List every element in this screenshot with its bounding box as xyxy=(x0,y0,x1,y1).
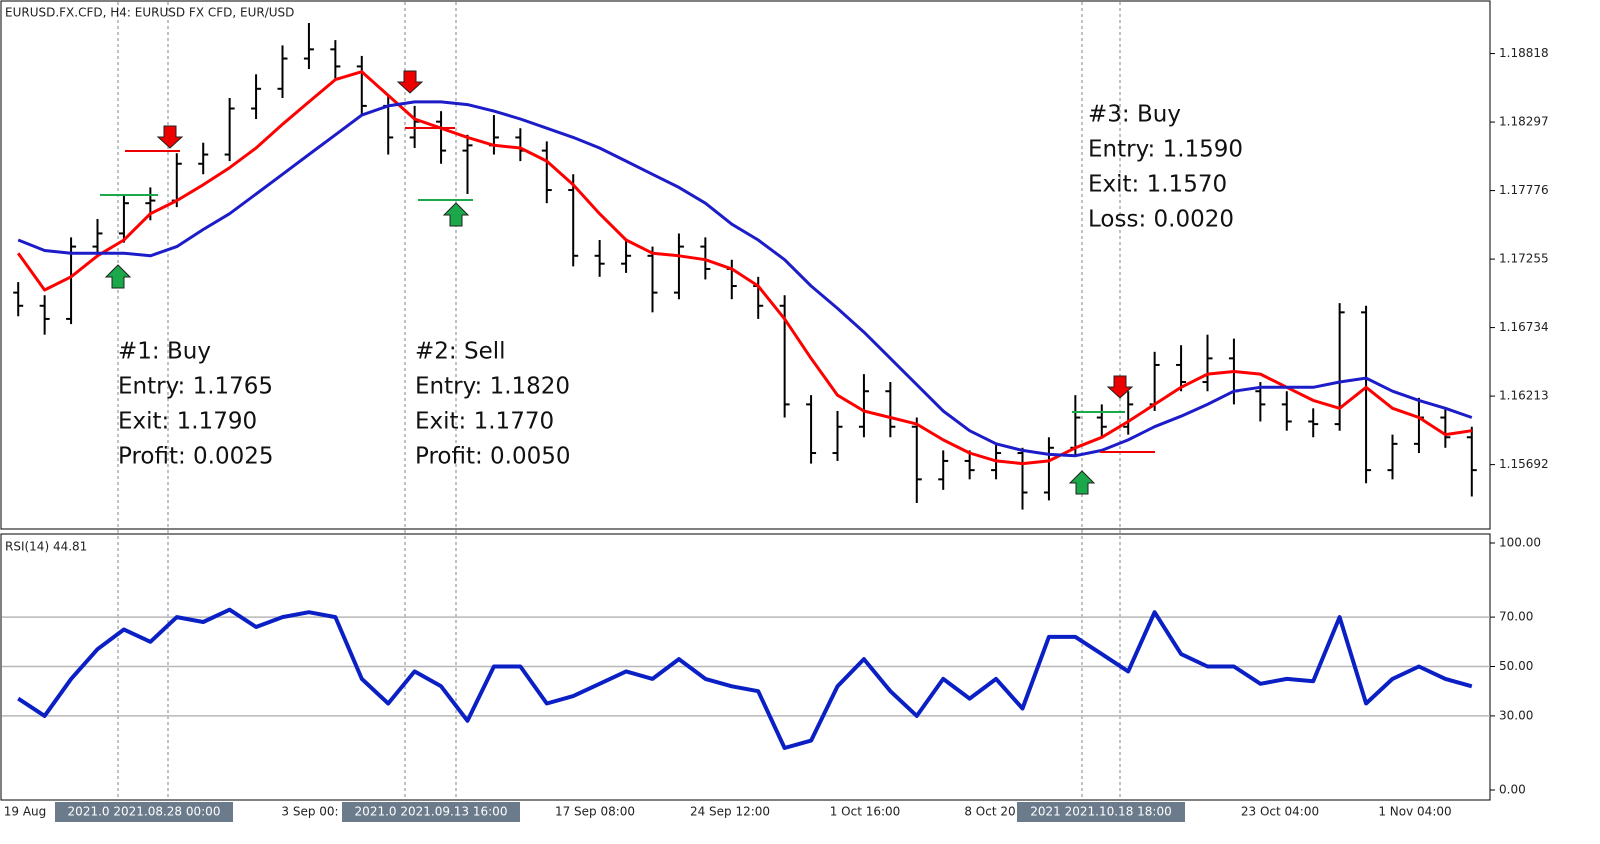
buy-arrow xyxy=(104,264,132,289)
y-tick-label: 1.17776 xyxy=(1499,183,1549,197)
trade-annotation: Entry: 1.1765 xyxy=(118,374,273,400)
cursor-label: 2021.0 2021.08.28 00:00 xyxy=(68,805,221,819)
y-tick-label: 70.00 xyxy=(1499,610,1533,624)
trade-lines xyxy=(100,127,1155,453)
sell-arrow xyxy=(156,125,184,149)
y-tick-label: 1.18297 xyxy=(1499,115,1549,129)
y-tick-label: 100.00 xyxy=(1499,536,1541,550)
x-tick-label: 17 Sep 08:00 xyxy=(555,805,635,819)
trade-annotation: Profit: 0.0050 xyxy=(415,444,571,470)
trade-annotation: #3: Buy xyxy=(1088,102,1181,128)
y-tick-label: 1.16734 xyxy=(1499,320,1549,334)
trade-annotation: #2: Sell xyxy=(415,339,506,365)
price-title: EURUSD.FX.CFD, H4: EURUSD FX CFD, EUR/US… xyxy=(5,6,294,20)
y-tick-label: 30.00 xyxy=(1499,708,1533,722)
trade-annotation: Entry: 1.1590 xyxy=(1088,137,1243,163)
cursor-label-box xyxy=(55,802,233,822)
sell-arrow xyxy=(396,70,424,94)
arrows xyxy=(104,70,1134,495)
rsi-line xyxy=(17,607,1473,750)
trade-annotation: Exit: 1.1770 xyxy=(415,409,554,435)
y-tick-label: 1.15692 xyxy=(1499,457,1549,471)
y-tick-label: 1.18818 xyxy=(1499,46,1549,60)
buy-arrow xyxy=(442,202,470,227)
trade-annotation: #1: Buy xyxy=(118,339,211,365)
cursor-label: 2021 2021.10.18 18:00 xyxy=(1030,805,1171,819)
moving-average xyxy=(16,70,1473,466)
trade-annotation: Profit: 0.0025 xyxy=(118,444,274,470)
trade-annotation: Exit: 1.1790 xyxy=(118,409,257,435)
y-tick-label: 1.16213 xyxy=(1499,389,1549,403)
moving-average xyxy=(17,100,1473,458)
trade-annotation: Exit: 1.1570 xyxy=(1088,172,1227,198)
price-panel xyxy=(0,0,1491,530)
x-tick-label: 8 Oct 20 xyxy=(964,805,1015,819)
x-tick-label: 19 Aug xyxy=(4,805,47,819)
y-tick-label: 1.17255 xyxy=(1499,252,1549,266)
cursor-label-box xyxy=(1017,802,1185,822)
trade-annotation: Entry: 1.1820 xyxy=(415,374,570,400)
marks: 1.18818 1.18297 1.17776 1.17255 1.16734 1.162… xyxy=(2,23,1549,822)
x-tick-label: 1 Oct 16:00 xyxy=(830,805,901,819)
x-tick-label: 1 Nov 04:00 xyxy=(1378,805,1451,819)
y-tick-label: 0.00 xyxy=(1499,783,1526,797)
buy-arrow xyxy=(1068,470,1096,495)
x-tick-label: 3 Sep 00: xyxy=(281,805,338,819)
rsi-title: RSI(14) 44.81 xyxy=(5,540,87,554)
cursor-label: 2021.0 2021.09.13 16:00 xyxy=(355,805,508,819)
trade-annotation: Loss: 0.0020 xyxy=(1088,207,1234,233)
y-tick-label: 50.00 xyxy=(1499,659,1533,673)
cursor-label-box xyxy=(342,802,520,822)
x-tick-label: 23 Oct 04:00 xyxy=(1241,805,1319,819)
sell-arrow xyxy=(1106,375,1134,399)
x-tick-label: 24 Sep 12:00 xyxy=(690,805,770,819)
